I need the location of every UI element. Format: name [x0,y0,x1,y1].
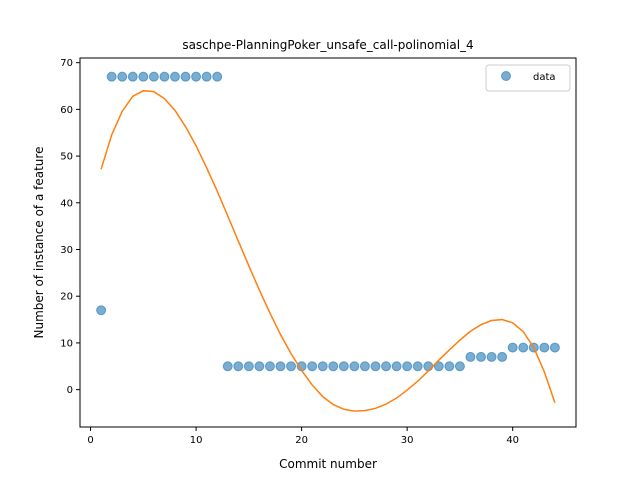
data-point [518,342,529,353]
data-point [317,361,328,372]
data-point [233,361,244,372]
x-axis: 0 10 20 30 40 [87,427,519,446]
y-tick-label: 50 [60,152,73,163]
data-point [275,361,286,372]
data-point [328,361,339,372]
data-point [212,71,223,82]
legend: data [485,64,571,92]
x-tick-label: 40 [506,435,519,446]
data-point [159,71,170,82]
data-point [402,361,413,372]
data-point [338,361,349,372]
y-tick-label: 10 [60,338,73,349]
y-tick-label: 60 [60,105,73,116]
y-axis: 0 10 20 30 40 50 60 70 [60,58,80,396]
data-point [412,361,423,372]
data-point [433,361,444,372]
data-point [286,361,297,372]
data-point [549,342,560,353]
y-tick-label: 70 [60,58,73,69]
y-tick-label: 40 [60,198,73,209]
data-point [370,361,381,372]
axes-frame [79,57,577,428]
x-tick-label: 20 [295,435,308,446]
x-tick-label: 30 [401,435,414,446]
y-tick-label: 0 [67,385,73,396]
data-point [454,361,465,372]
chart-title: saschpe-PlanningPoker_unsafe_call-polino… [182,38,473,52]
data-point [254,361,265,372]
data-point [465,351,476,362]
x-tick-label: 0 [87,435,93,446]
data-point [180,71,191,82]
data-point [264,361,275,372]
y-tick-label: 30 [60,245,73,256]
data-point [349,361,360,372]
x-axis-label: Commit number [279,457,377,471]
plot-area [96,71,560,412]
data-point [127,71,138,82]
data-point [222,361,233,372]
data-point [201,71,212,82]
data-point [191,71,202,82]
data-point [307,361,318,372]
data-point [381,361,392,372]
legend-marker-data [501,71,511,81]
data-point [539,342,550,353]
data-point [507,342,518,353]
data-point [476,351,487,362]
data-point [391,361,402,372]
data-point [486,351,497,362]
data-point [423,361,434,372]
data-point [148,71,159,82]
data-point [169,71,180,82]
y-tick-label: 20 [60,292,73,303]
data-point [138,71,149,82]
fit-line [100,89,556,412]
data-point [243,361,254,372]
data-point [497,351,508,362]
data-point [444,361,455,372]
data-point [96,305,107,316]
legend-box [485,64,571,92]
legend-label-data: data [533,72,556,83]
x-tick-label: 10 [190,435,203,446]
data-point [106,71,117,82]
y-axis-label: Number of instance of a feature [32,147,46,339]
data-point [359,361,370,372]
data-point [117,71,128,82]
